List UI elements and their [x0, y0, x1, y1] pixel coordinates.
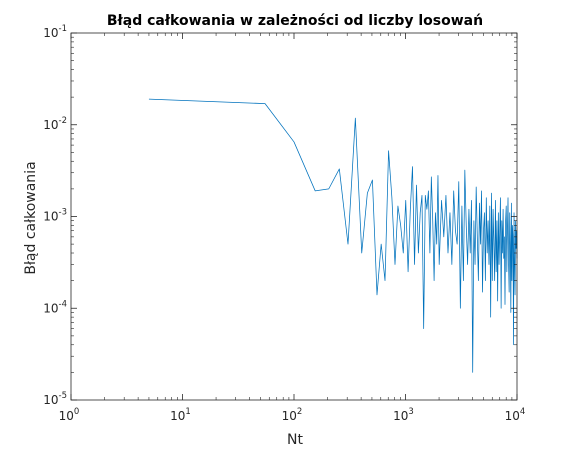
x-tick-label: 101: [170, 407, 191, 423]
y-tick-label: 10-5: [43, 391, 67, 407]
y-tick-label: 10-3: [43, 208, 67, 224]
y-tick-label: 10-2: [43, 116, 67, 132]
x-tick-label: 100: [59, 407, 80, 423]
chart-title: Błąd całkowania w zależności od liczby l…: [107, 13, 483, 29]
x-tick-label: 102: [282, 407, 303, 423]
series-line-0: [148, 98, 518, 373]
y-tick-label: 10-4: [43, 299, 67, 315]
x-tick-label: 103: [393, 407, 414, 423]
x-axis-label: Nt: [287, 432, 303, 448]
y-tick-label: 10-1: [43, 24, 67, 40]
y-axis-label: Błąd całkowania: [23, 161, 39, 274]
x-tick-label: 104: [505, 407, 526, 423]
plot-area: 100 101 102 103 104 10-5 10-4 10-3 10-2 10-1: [43, 24, 525, 423]
